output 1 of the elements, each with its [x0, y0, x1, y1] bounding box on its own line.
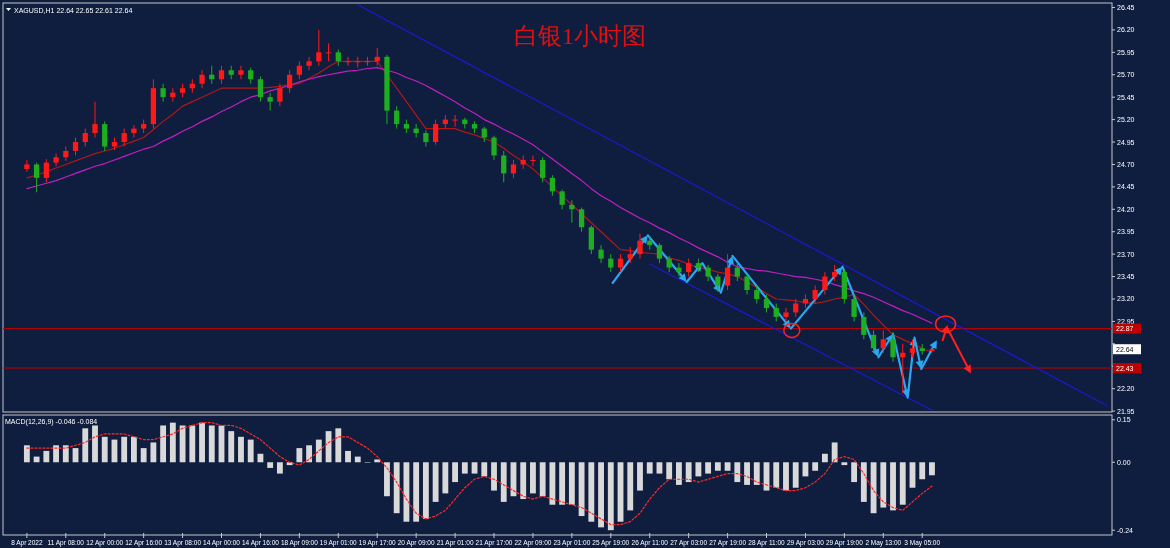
text: 白银1小时图	[514, 23, 646, 49]
